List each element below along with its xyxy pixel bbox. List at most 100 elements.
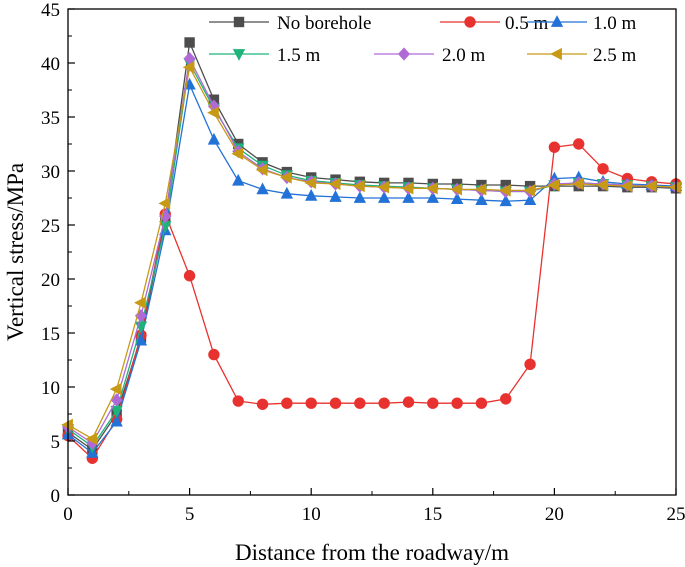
legend-label: 1.0 m: [593, 13, 637, 34]
x-tick-label: 0: [63, 504, 73, 525]
data-point: [524, 358, 536, 371]
legend-marker: [232, 49, 246, 61]
data-point: [451, 397, 463, 409]
legend-label: 1.5 m: [277, 45, 321, 66]
y-tick-label: 20: [41, 270, 60, 291]
data-point: [255, 163, 268, 177]
data-point: [329, 190, 342, 202]
data-point: [184, 37, 195, 48]
data-point: [231, 147, 244, 160]
data-point: [498, 184, 511, 197]
y-tick-label: 5: [51, 432, 61, 453]
legend-item-2: 1.0 m: [527, 13, 637, 34]
data-point: [280, 171, 292, 184]
series-line: [67, 143, 677, 460]
legend-label: 0.5 m: [505, 13, 549, 34]
data-point: [450, 192, 464, 204]
series-0: [62, 37, 682, 455]
data-point: [571, 177, 584, 191]
legend: No borehole 0.5 m 1.0 m 1.5 m 2.0 m 2.5 m: [209, 13, 637, 66]
series-line: [67, 82, 677, 454]
data-point: [61, 418, 73, 431]
data-point: [596, 178, 608, 192]
legend-label: 2.0 m: [442, 45, 486, 66]
series-layer: [61, 37, 683, 464]
data-point: [402, 396, 415, 408]
data-point: [378, 397, 390, 409]
data-point: [134, 333, 148, 346]
data-point: [85, 432, 98, 446]
y-axis-title: Vertical stress/MPa: [3, 163, 28, 341]
data-point: [377, 181, 390, 194]
data-point: [353, 191, 367, 203]
data-point: [232, 173, 245, 186]
data-point: [523, 184, 535, 197]
x-axis-title: Distance from the roadway/m: [235, 540, 509, 565]
y-tick-label: 0: [51, 486, 61, 507]
x-tick-label: 5: [185, 504, 195, 525]
data-point: [207, 106, 219, 119]
legend-item-0: No borehole: [209, 13, 371, 34]
legend-marker: [233, 16, 245, 28]
data-point: [500, 393, 512, 405]
legend-marker: [464, 16, 476, 28]
data-point: [644, 179, 657, 193]
y-tick-label: 35: [41, 108, 60, 129]
data-point: [475, 193, 488, 206]
data-point: [328, 177, 341, 191]
data-point: [597, 163, 609, 175]
y-tick-label: 30: [41, 162, 60, 183]
data-point: [523, 193, 537, 206]
x-tick-label: 15: [423, 504, 442, 525]
data-point: [474, 183, 487, 196]
data-point: [329, 397, 342, 409]
y-tick-label: 10: [41, 378, 60, 399]
data-point: [354, 397, 366, 409]
legend-marker: [550, 47, 562, 61]
data-point: [425, 182, 438, 195]
y-tick-label: 25: [41, 216, 60, 237]
series-5: [61, 61, 681, 446]
data-point: [426, 191, 439, 203]
legend-item-5: 2.5 m: [527, 45, 637, 66]
data-point: [401, 182, 414, 195]
legend-label: 2.5 m: [593, 45, 637, 66]
legend-label: No borehole: [277, 13, 371, 34]
data-point: [475, 397, 488, 409]
y-tick-label: 15: [41, 324, 60, 345]
data-point: [352, 179, 365, 193]
legend-item-3: 1.5 m: [209, 45, 321, 66]
data-point: [304, 176, 317, 190]
data-point: [547, 178, 560, 192]
legend-item-4: 2.0 m: [374, 45, 486, 66]
data-point: [256, 182, 269, 195]
data-point: [499, 194, 512, 207]
data-point: [281, 397, 293, 409]
series-line: [67, 60, 677, 448]
data-point: [669, 181, 681, 194]
y-tick-label: 45: [41, 0, 60, 21]
data-point: [305, 397, 317, 409]
data-point: [183, 270, 196, 282]
data-point: [158, 197, 171, 210]
legend-marker: [550, 15, 564, 27]
x-tick-label: 25: [667, 504, 685, 525]
y-tick-label: 40: [41, 54, 60, 75]
data-point: [280, 186, 294, 199]
data-point: [402, 191, 415, 203]
data-point: [232, 395, 244, 407]
axis-ticks: 0 5 10 15 20 25 0 5 10 15 20 25 30 35 40 45: [41, 0, 685, 525]
data-point: [305, 188, 318, 201]
data-point: [110, 414, 123, 427]
data-point: [427, 397, 439, 409]
x-tick-label: 10: [302, 504, 321, 525]
data-point: [256, 398, 269, 410]
legend-marker: [397, 47, 411, 61]
data-point: [134, 296, 146, 309]
data-point: [182, 61, 195, 74]
series-1: [62, 138, 682, 464]
data-point: [207, 132, 221, 145]
data-point: [377, 191, 391, 203]
series-4: [61, 52, 683, 450]
